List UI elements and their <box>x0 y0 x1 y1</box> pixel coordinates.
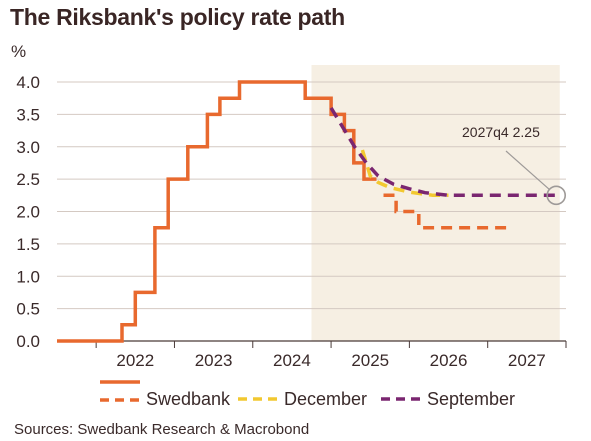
y-tick-label: 0.0 <box>16 332 40 351</box>
annotation-leader-line <box>505 150 550 190</box>
chart-title: The Riksbank's policy rate path <box>10 4 345 30</box>
september-series-line-dashed <box>329 106 557 198</box>
y-tick-label: 0.5 <box>16 300 40 319</box>
y-tick-label: 3.0 <box>16 138 40 157</box>
x-tick-label: 2022 <box>116 351 154 370</box>
swedbank-legend-label: Swedbank <box>146 389 231 409</box>
y-tick-label: 4.0 <box>16 73 40 92</box>
y-tick-label: 3.5 <box>16 105 40 124</box>
annotation-label: 2027q4 2.25 <box>462 124 540 140</box>
x-tick-label: 2027 <box>508 351 546 370</box>
policy-rate-chart: 4.0 3.5 3.0 2.5 2.0 1.5 1.0 0.5 0.0 2022 2023 2024 2… <box>16 65 567 409</box>
source-note: Sources: Swedbank Research & Macrobond <box>14 421 310 438</box>
forecast-shading <box>311 65 560 341</box>
x-tick-label: 2026 <box>430 351 468 370</box>
swedbank-series-line-solid <box>57 80 377 343</box>
december-legend-label: December <box>284 389 367 409</box>
annotation-circle <box>546 185 567 206</box>
y-tick-label: 2.0 <box>16 203 40 222</box>
y-tick-label: 1.5 <box>16 235 40 254</box>
december-series-line-dashed <box>360 149 449 198</box>
x-tick-label: 2025 <box>351 351 389 370</box>
x-tick-label: 2024 <box>273 351 311 370</box>
y-axis-unit-label: % <box>11 42 27 61</box>
x-tick-label: 2023 <box>195 351 233 370</box>
y-tick-label: 2.5 <box>16 170 40 189</box>
swedbank-series-line-dashed <box>383 193 508 230</box>
september-legend-label: September <box>427 389 515 409</box>
y-tick-label: 1.0 <box>16 267 40 286</box>
